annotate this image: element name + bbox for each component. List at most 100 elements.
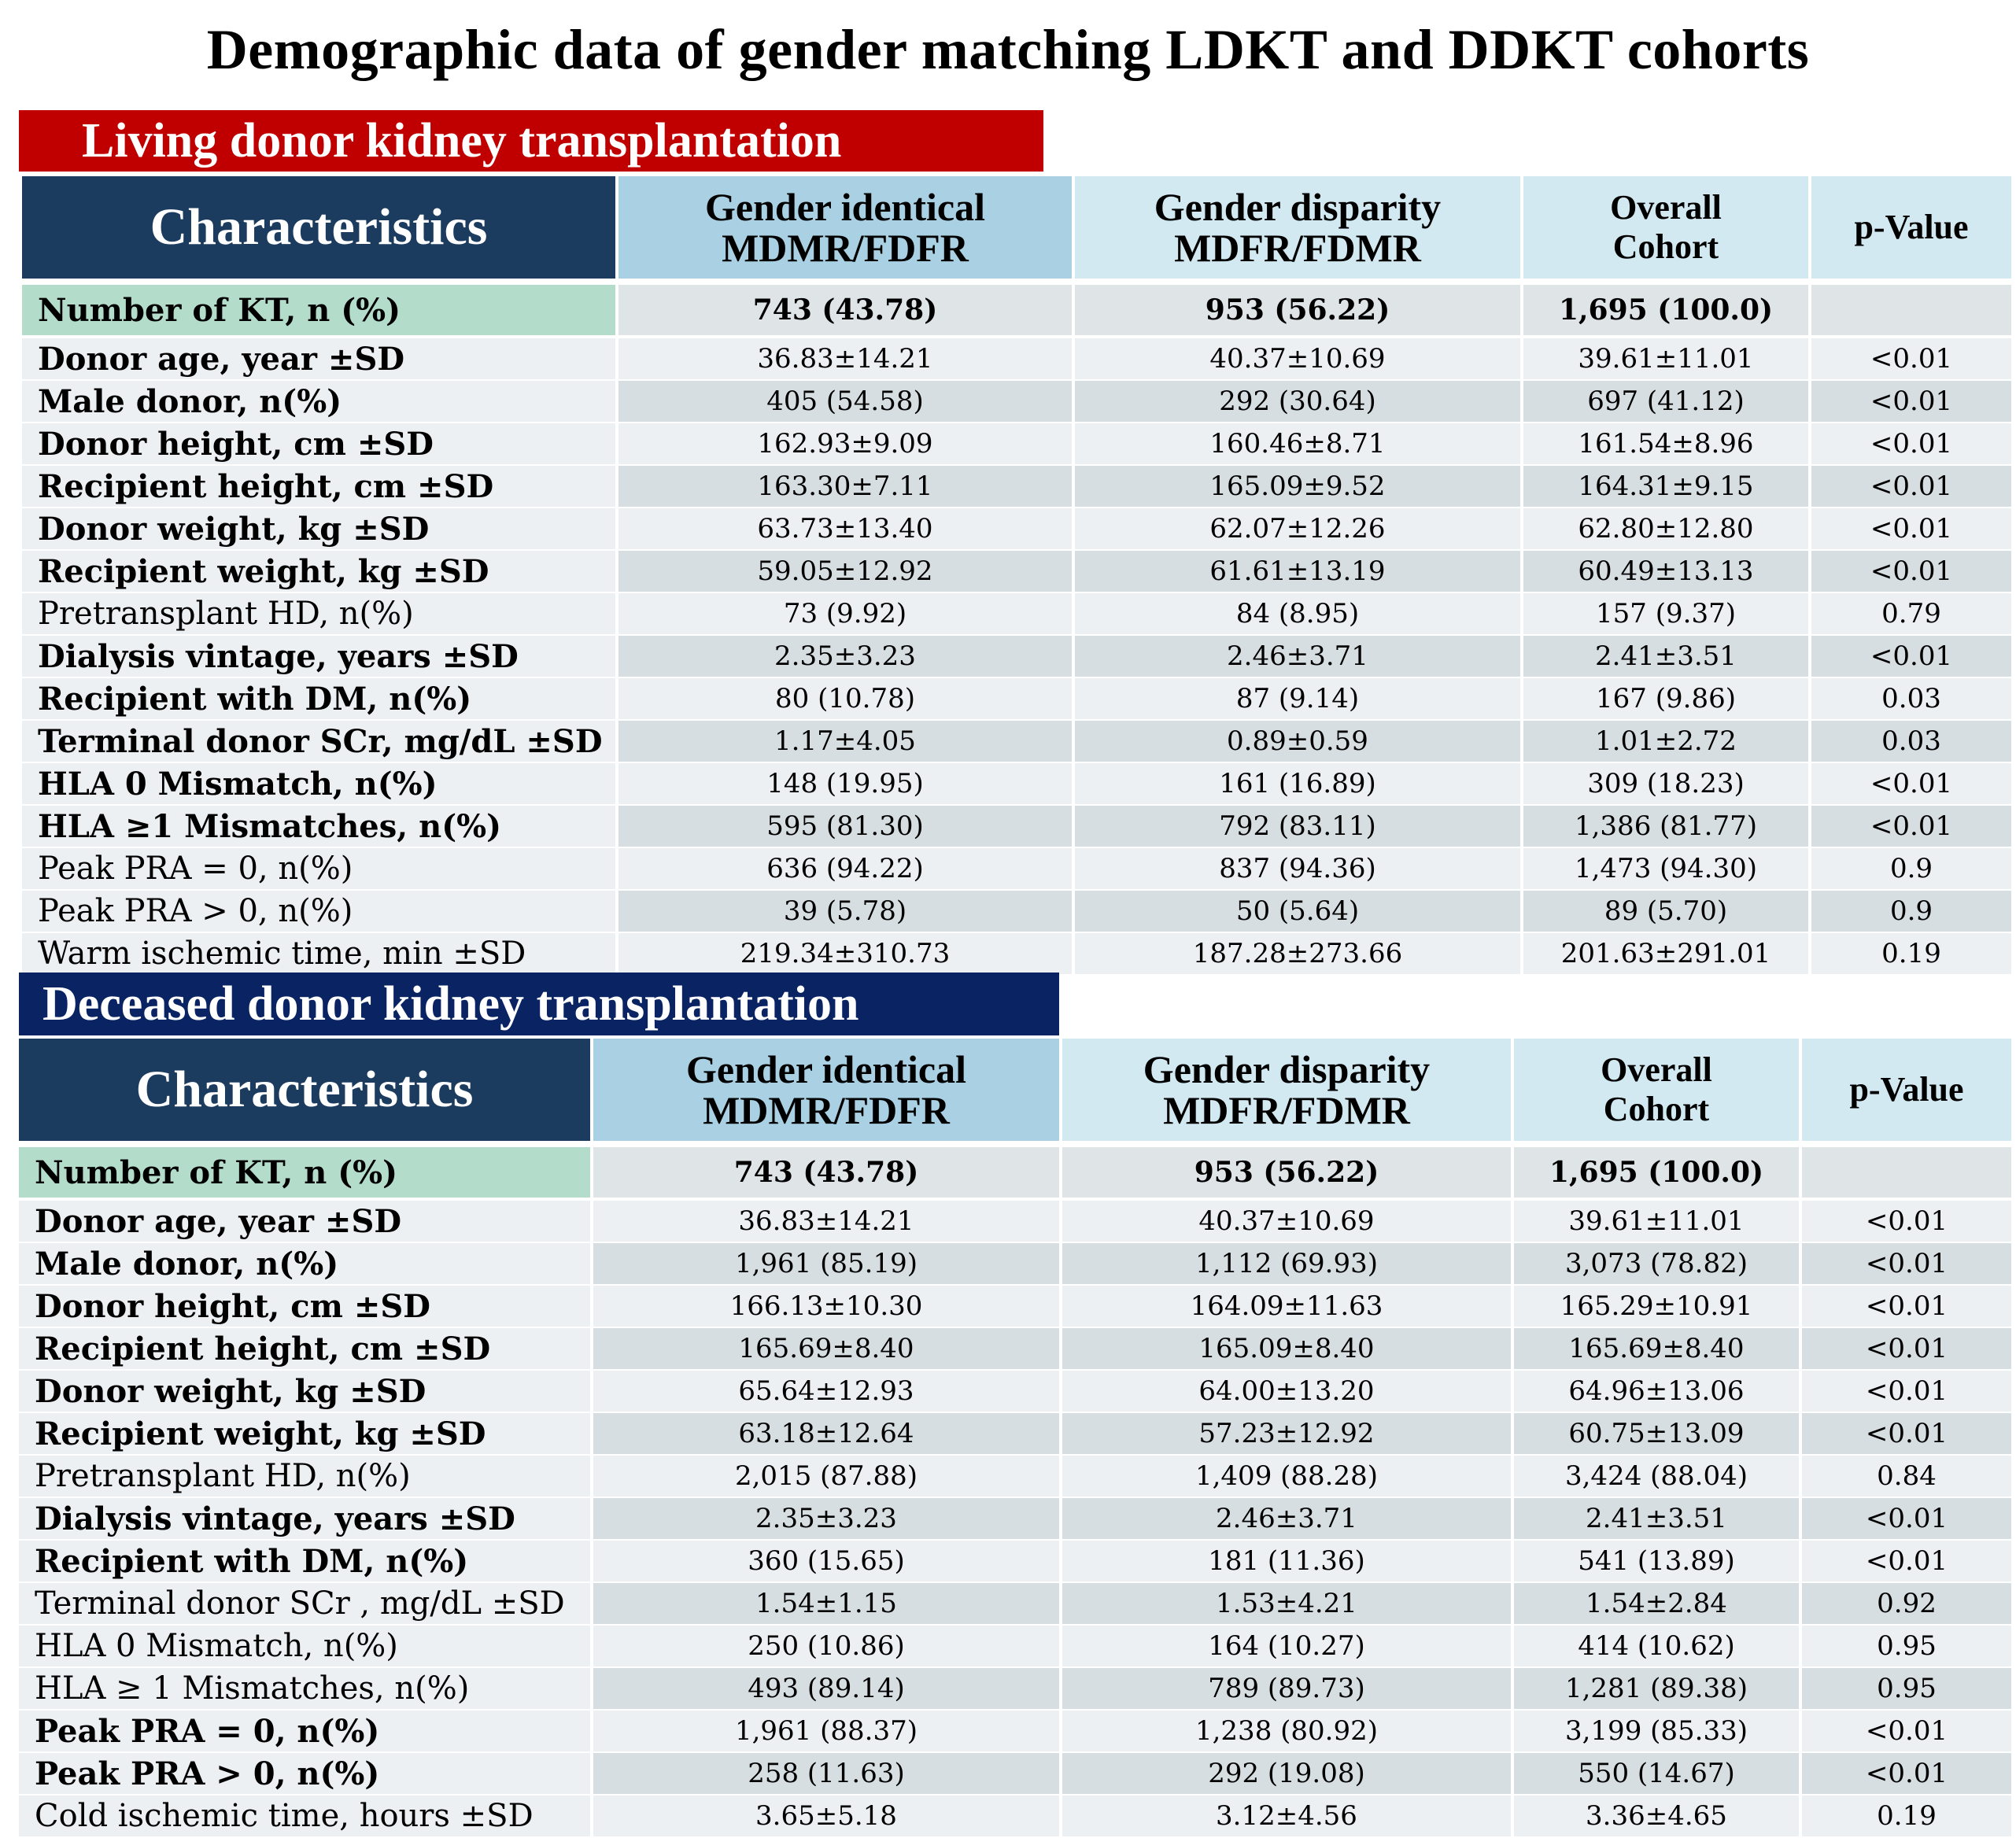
row-label: Warm ischemic time, min ±SD bbox=[22, 932, 618, 976]
cell-p-value: 0.03 bbox=[1810, 677, 2014, 721]
row-label: Donor weight, kg ±SD bbox=[22, 507, 618, 551]
row-label: Pretransplant HD, n(%) bbox=[19, 1455, 593, 1498]
row-label: Recipient height, cm ±SD bbox=[22, 465, 618, 508]
living-donor-table: Characteristics Gender identical MDMR/FDF… bbox=[22, 176, 2014, 976]
table-row: HLA ≥1 Mismatches, n(%) 595 (81.30) 792 (8… bbox=[22, 805, 2014, 848]
cell-overall: 1.54±2.84 bbox=[1512, 1582, 1802, 1626]
cell-gender-disparity: 792 (83.11) bbox=[1073, 805, 1523, 848]
table-row: Recipient height, cm ±SD 165.69±8.40 165.0… bbox=[19, 1327, 2014, 1371]
cell-overall: 64.96±13.06 bbox=[1512, 1370, 1802, 1413]
cell-gender-disparity: 160.46±8.71 bbox=[1073, 423, 1523, 466]
cell-overall: 157 (9.37) bbox=[1522, 592, 1811, 636]
cell-gender-identical: 63.18±12.64 bbox=[592, 1412, 1062, 1456]
cell-gender-identical: 63.73±13.40 bbox=[617, 507, 1075, 551]
cell-gender-identical: 165.69±8.40 bbox=[592, 1327, 1062, 1371]
cell-gender-identical: 636 (94.22) bbox=[617, 847, 1075, 891]
cell-gender-disparity: 292 (19.08) bbox=[1061, 1752, 1514, 1796]
row-label: HLA ≥1 Mismatches, n(%) bbox=[22, 805, 618, 848]
header-line: Gender identical bbox=[685, 1047, 966, 1091]
table-row: Peak PRA = 0, n(%) 1,961 (88.37) 1,238 (80… bbox=[19, 1710, 2014, 1753]
cell-gender-disparity: 165.09±9.52 bbox=[1073, 465, 1523, 508]
deceased-donor-table: Characteristics Gender identical MDMR/FDF… bbox=[19, 1039, 2014, 1838]
cell-gender-disparity: 164.09±11.63 bbox=[1061, 1285, 1514, 1328]
row-label: Peak PRA > 0, n(%) bbox=[22, 890, 618, 933]
cell-overall: 89 (5.70) bbox=[1522, 890, 1811, 933]
cell-overall: 1,473 (94.30) bbox=[1522, 847, 1811, 891]
table-row: Male donor, n(%) 1,961 (85.19) 1,112 (69.9… bbox=[19, 1242, 2014, 1286]
table-row: Donor age, year ±SD 36.83±14.21 40.37±10.6… bbox=[22, 338, 2014, 381]
cell-gender-disparity: 1,409 (88.28) bbox=[1061, 1455, 1514, 1498]
table-row: Recipient weight, kg ±SD 59.05±12.92 61.61… bbox=[22, 550, 2014, 593]
cell-gender-identical: 1,961 (85.19) bbox=[592, 1242, 1062, 1286]
row-label: Number of KT, n (%) bbox=[19, 1147, 593, 1198]
cell-gender-disparity: 789 (89.73) bbox=[1061, 1667, 1514, 1711]
p-value-header: p-Value bbox=[1800, 1039, 2014, 1141]
number-of-kt-row: Number of KT, n (%) 743 (43.78) 953 (56.… bbox=[19, 1147, 2014, 1198]
cell-gender-disparity: 1,112 (69.93) bbox=[1061, 1242, 1514, 1286]
page-title: Demographic data of gender matching LDKT… bbox=[206, 18, 1810, 81]
cell-gender-disparity: 87 (9.14) bbox=[1073, 677, 1523, 721]
cell-gender-disparity: 2.46±3.71 bbox=[1073, 635, 1523, 678]
cell-gender-disparity: 57.23±12.92 bbox=[1061, 1412, 1514, 1456]
cell-p-value: <0.01 bbox=[1810, 762, 2014, 806]
table-row: Terminal donor SCr, mg/dL ±SD 1.17±4.05 0.… bbox=[22, 720, 2014, 763]
cell-gender-identical: 162.93±9.09 bbox=[617, 423, 1075, 466]
cell-gender-identical: 743 (43.78) bbox=[617, 285, 1075, 335]
deceased-donor-banner: Deceased donor kidney transplantation bbox=[19, 973, 1059, 1035]
cell-p-value: <0.01 bbox=[1800, 1285, 2014, 1328]
row-label: Dialysis vintage, years ±SD bbox=[19, 1497, 593, 1541]
cell-overall: 165.69±8.40 bbox=[1512, 1327, 1802, 1371]
cell-gender-identical: 36.83±14.21 bbox=[617, 338, 1075, 381]
table-row: HLA ≥ 1 Mismatches, n(%) 493 (89.14) 789 (… bbox=[19, 1667, 2014, 1711]
cell-p-value: <0.01 bbox=[1810, 805, 2014, 848]
row-label: HLA ≥ 1 Mismatches, n(%) bbox=[19, 1667, 593, 1711]
cell-p-value: 0.92 bbox=[1800, 1582, 2014, 1626]
p-value-header: p-Value bbox=[1810, 176, 2014, 279]
cell-gender-disparity: 64.00±13.20 bbox=[1061, 1370, 1514, 1413]
cell-gender-disparity: 181 (11.36) bbox=[1061, 1540, 1514, 1583]
table-row: Donor height, cm ±SD 166.13±10.30 164.09±1… bbox=[19, 1285, 2014, 1328]
table-row: Cold ischemic time, hours ±SD 3.65±5.18 3.… bbox=[19, 1795, 2014, 1838]
header-line: Cohort bbox=[1603, 1090, 1710, 1128]
cell-gender-disparity: 187.28±273.66 bbox=[1073, 932, 1523, 976]
row-label: Recipient with DM, n(%) bbox=[19, 1540, 593, 1583]
cell-overall: 164.31±9.15 bbox=[1522, 465, 1811, 508]
cell-gender-disparity: 0.89±0.59 bbox=[1073, 720, 1523, 763]
cell-gender-identical: 1.17±4.05 bbox=[617, 720, 1075, 763]
cell-gender-identical: 595 (81.30) bbox=[617, 805, 1075, 848]
cell-overall: 167 (9.86) bbox=[1522, 677, 1811, 721]
cell-gender-disparity: 62.07±12.26 bbox=[1073, 507, 1523, 551]
cell-p-value: <0.01 bbox=[1800, 1412, 2014, 1456]
cell-p-value: <0.01 bbox=[1800, 1242, 2014, 1286]
cell-overall: 1,386 (81.77) bbox=[1522, 805, 1811, 848]
cell-p-value: 0.84 bbox=[1800, 1455, 2014, 1498]
cell-gender-identical: 405 (54.58) bbox=[617, 380, 1075, 423]
cell-gender-identical: 360 (15.65) bbox=[592, 1540, 1062, 1583]
cell-gender-disparity: 3.12±4.56 bbox=[1061, 1795, 1514, 1838]
cell-overall: 2.41±3.51 bbox=[1522, 635, 1811, 678]
cell-overall: 39.61±11.01 bbox=[1522, 338, 1811, 381]
cell-p-value: <0.01 bbox=[1810, 465, 2014, 508]
cell-overall: 201.63±291.01 bbox=[1522, 932, 1811, 976]
table-row: Male donor, n(%) 405 (54.58) 292 (30.64) 69… bbox=[22, 380, 2014, 423]
cell-gender-identical: 148 (19.95) bbox=[617, 762, 1075, 806]
cell-gender-identical: 65.64±12.93 bbox=[592, 1370, 1062, 1413]
row-label: Terminal donor SCr, mg/dL ±SD bbox=[22, 720, 618, 763]
row-label: Number of KT, n (%) bbox=[22, 285, 618, 335]
header-line: MDMR/FDFR bbox=[722, 226, 969, 270]
table-row: Peak PRA > 0, n(%) 258 (11.63) 292 (19.08)… bbox=[19, 1752, 2014, 1796]
row-label: Donor age, year ±SD bbox=[22, 338, 618, 381]
cell-gender-disparity: 61.61±13.19 bbox=[1073, 550, 1523, 593]
header-line: Gender disparity bbox=[1143, 1047, 1431, 1091]
characteristics-header: Characteristics bbox=[22, 176, 618, 279]
cell-p-value: 0.19 bbox=[1800, 1795, 2014, 1838]
table-row: Recipient height, cm ±SD 163.30±7.11 165.0… bbox=[22, 465, 2014, 508]
row-label: Peak PRA = 0, n(%) bbox=[19, 1710, 593, 1753]
cell-gender-disparity: 837 (94.36) bbox=[1073, 847, 1523, 891]
cell-p-value: 0.79 bbox=[1810, 592, 2014, 636]
header-line: MDMR/FDFR bbox=[703, 1088, 950, 1132]
cell-overall: 165.29±10.91 bbox=[1512, 1285, 1802, 1328]
row-label: HLA 0 Mismatch, n(%) bbox=[22, 762, 618, 806]
cell-gender-identical: 3.65±5.18 bbox=[592, 1795, 1062, 1838]
cell-overall: 60.75±13.09 bbox=[1512, 1412, 1802, 1456]
